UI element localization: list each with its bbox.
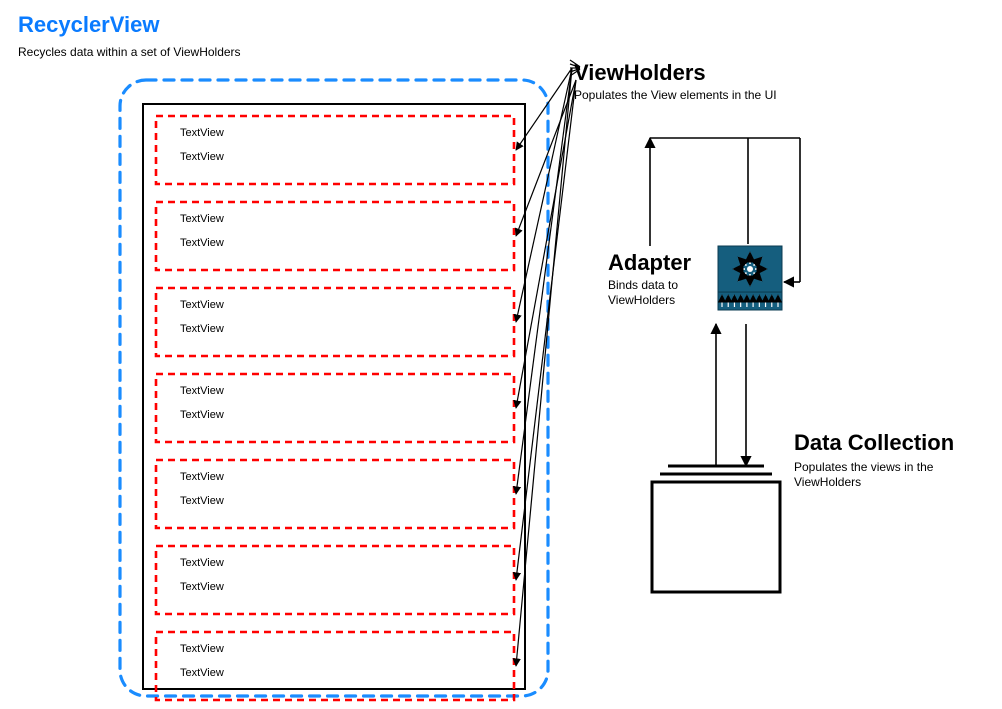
textview-label: TextView [180, 213, 224, 225]
textview-label: TextView [180, 323, 224, 335]
textview-label: TextView [180, 237, 224, 249]
adapter-heading: Adapter [608, 250, 691, 276]
textview-label: TextView [180, 557, 224, 569]
diagram-svg: TextView TextView TextView TextView TextView… [0, 0, 1002, 709]
textview-label: TextView [180, 385, 224, 397]
textview-label: TextView [180, 581, 224, 593]
data-collection-heading: Data Collection [794, 430, 954, 456]
data-collection-icon [652, 466, 780, 592]
textview-label: TextView [180, 151, 224, 163]
textview-label: TextView [180, 495, 224, 507]
textview-label: TextView [180, 643, 224, 655]
textview-label: TextView [180, 667, 224, 679]
textview-label: TextView [180, 409, 224, 421]
viewholders-caption: Populates the View elements in the UI [574, 88, 784, 103]
viewholder-cells: TextView TextView TextView TextView TextView… [156, 116, 514, 700]
textview-label: TextView [180, 471, 224, 483]
data-collection-caption: Populates the views in the ViewHolders [794, 460, 974, 490]
textview-label: TextView [180, 299, 224, 311]
viewholders-heading: ViewHolders [574, 60, 706, 86]
adapter-caption: Binds data to ViewHolders [608, 278, 718, 308]
diagram-canvas: RecyclerView Recycles data within a set … [0, 0, 1002, 709]
adapter-icon [718, 246, 782, 310]
textview-label: TextView [180, 127, 224, 139]
